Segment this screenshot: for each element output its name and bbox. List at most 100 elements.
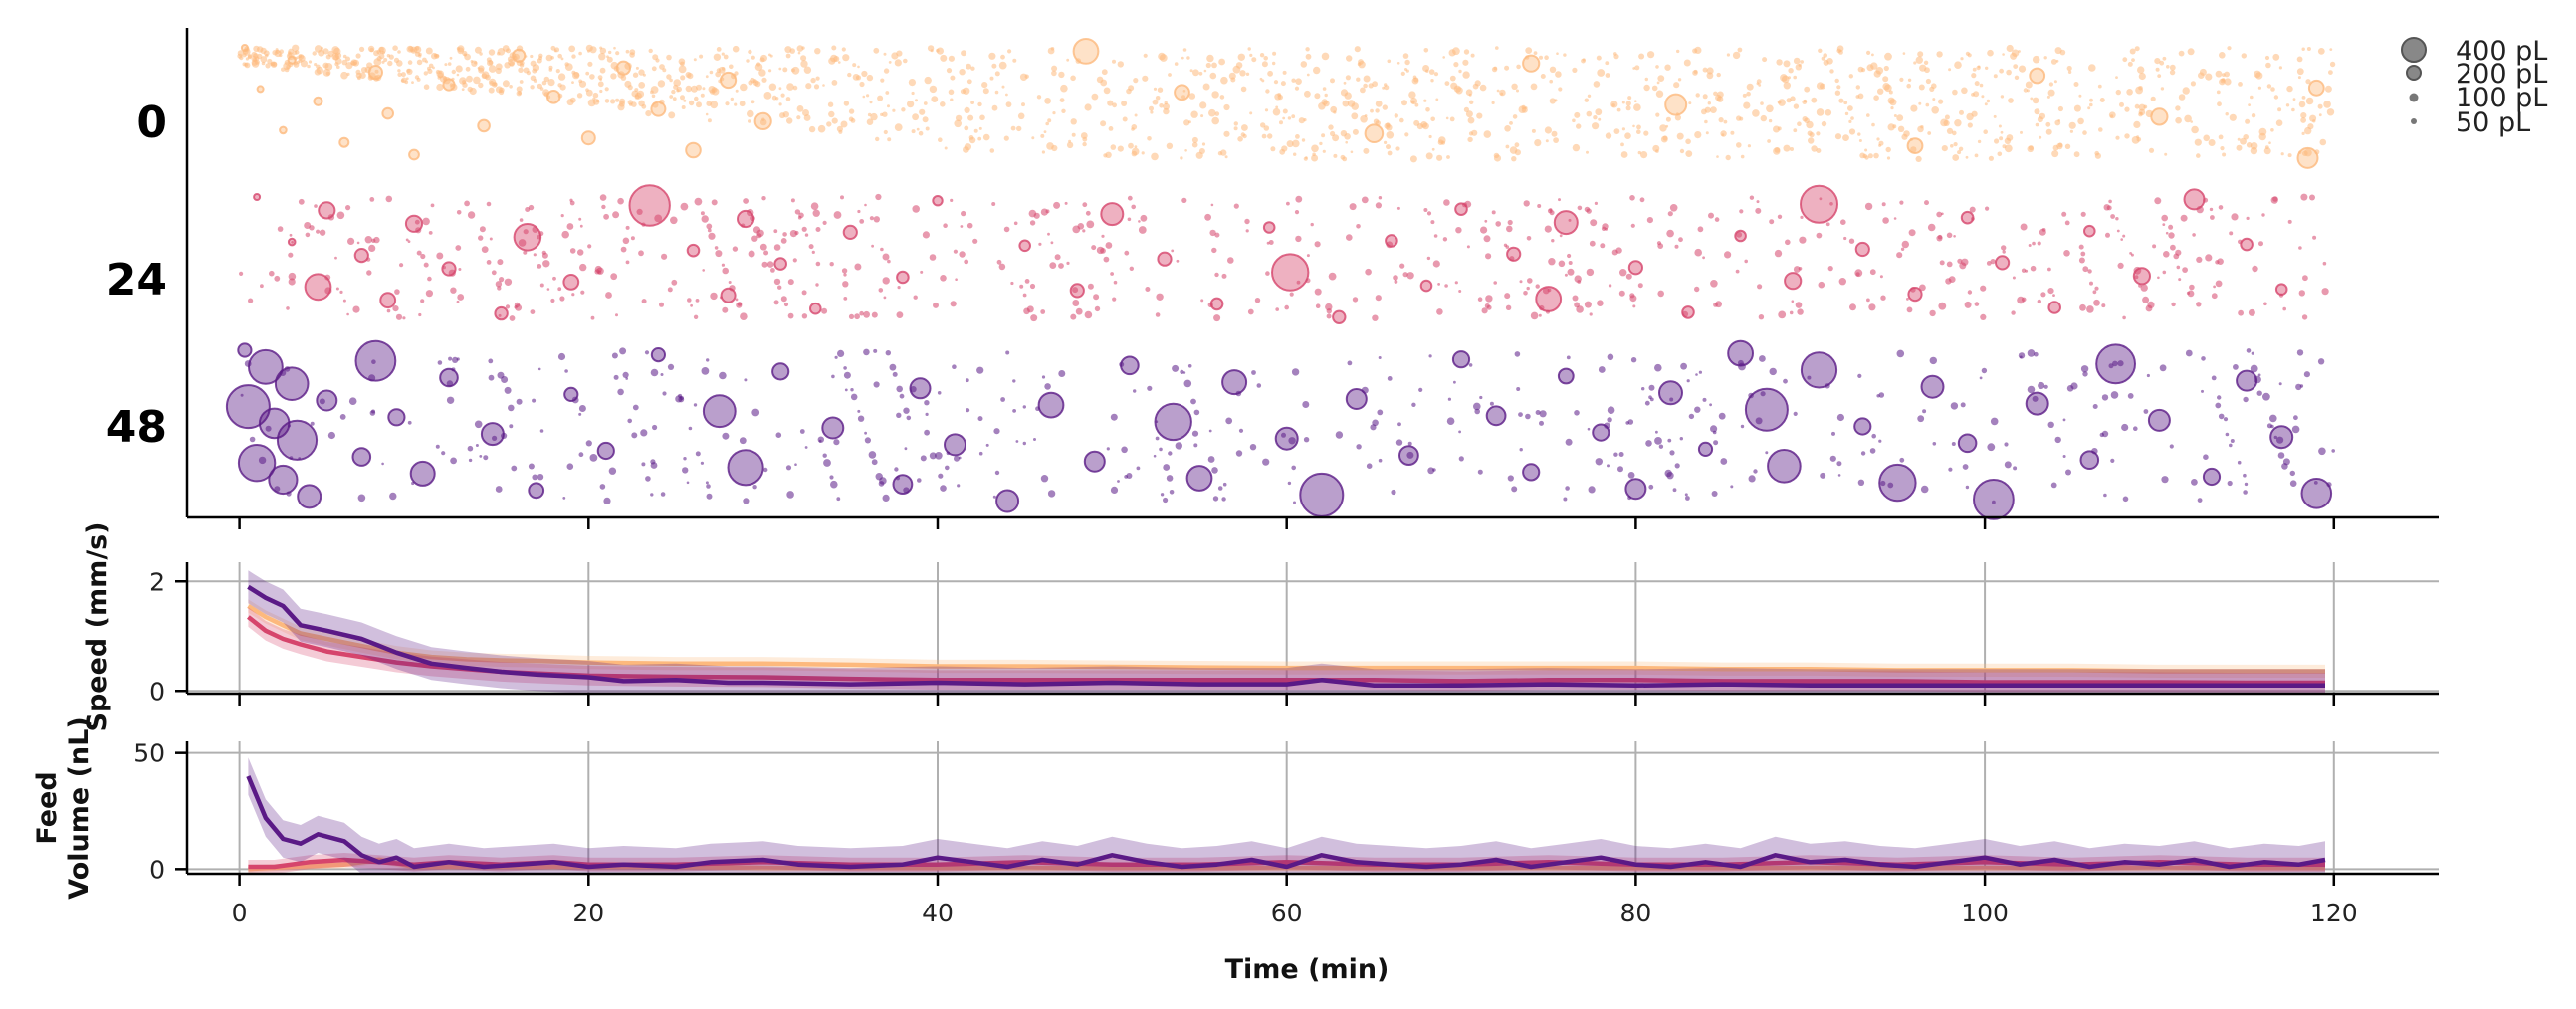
event-dot — [1857, 479, 1865, 486]
event-dot — [638, 69, 645, 76]
event-dot — [2012, 276, 2016, 280]
event-dot — [396, 60, 403, 67]
event-dot — [1694, 286, 1700, 293]
event-dot — [2321, 288, 2329, 296]
event-dot — [1211, 467, 1218, 474]
event-dot — [1848, 74, 1854, 79]
event-dot — [499, 277, 505, 283]
event-dot — [638, 82, 646, 89]
event-dot — [973, 128, 978, 133]
event-dot — [1072, 287, 1079, 294]
event-dot — [2146, 373, 2150, 378]
event-dot — [823, 459, 831, 467]
event-dot — [2211, 375, 2217, 381]
event-dot — [873, 216, 880, 223]
event-dot — [2169, 64, 2176, 71]
event-dot — [479, 226, 486, 233]
event-dot — [922, 116, 929, 123]
event-dot — [1291, 465, 1296, 471]
event-dot — [309, 225, 315, 231]
event-dot — [2289, 480, 2297, 488]
event-dot — [1836, 45, 1844, 52]
event-dot — [706, 358, 710, 362]
event-dot — [592, 99, 600, 105]
event-dot — [723, 54, 729, 60]
event-dot — [777, 285, 782, 290]
event-dot — [2052, 144, 2059, 151]
event-dot — [336, 211, 345, 220]
event-dot — [446, 396, 455, 404]
event-dot — [891, 52, 899, 60]
event-dot — [392, 45, 398, 51]
event-dot — [740, 312, 748, 321]
event-dot — [2268, 141, 2271, 144]
event-dot — [1156, 293, 1164, 301]
speed-band-24 — [248, 607, 2326, 693]
event-dot — [1000, 397, 1005, 402]
event-dot — [756, 233, 762, 239]
event-dot — [578, 80, 587, 88]
event-dot — [483, 455, 489, 461]
event-dot — [310, 421, 315, 426]
event-dot — [1468, 363, 1473, 367]
event-dot — [1850, 116, 1854, 120]
event-dot — [1530, 83, 1538, 91]
event-dot — [1399, 263, 1405, 269]
event-dot — [1972, 67, 1977, 72]
event-dot — [938, 473, 944, 479]
event-dot — [883, 52, 887, 56]
event-dot — [1408, 91, 1416, 99]
feeding-event-24 — [1535, 286, 1563, 312]
event-dot — [2215, 280, 2223, 288]
event-dot — [1200, 299, 1204, 303]
event-dot — [695, 451, 701, 457]
event-dot — [1607, 417, 1612, 423]
event-dot — [526, 71, 532, 76]
feeding-event-48 — [276, 419, 319, 461]
feeding-event-24 — [318, 201, 336, 220]
event-dot — [1198, 71, 1203, 76]
event-dot — [1595, 108, 1603, 116]
event-dot — [1694, 248, 1702, 257]
event-dot — [1463, 49, 1470, 55]
event-dot — [878, 288, 884, 293]
event-dot — [702, 269, 705, 272]
event-dot — [1932, 98, 1936, 101]
feeding-event-48 — [1120, 355, 1140, 376]
event-dot — [977, 416, 983, 422]
event-dot — [866, 118, 874, 125]
event-dot — [2097, 84, 2102, 89]
feeding-event-48 — [387, 408, 406, 427]
event-dot — [1840, 219, 1846, 225]
event-dot — [1918, 101, 1922, 105]
event-dot — [1877, 88, 1884, 95]
event-dot — [1128, 85, 1135, 92]
event-dot — [1627, 96, 1632, 101]
event-dot — [1960, 57, 1964, 61]
event-dot — [1112, 297, 1117, 302]
event-dot — [2045, 128, 2052, 135]
event-dot — [1793, 411, 1798, 416]
event-dot — [427, 276, 432, 282]
event-dot — [2205, 254, 2213, 262]
event-dot — [2010, 52, 2018, 60]
event-dot — [414, 219, 420, 225]
feeding-event-0 — [580, 130, 596, 146]
feeding-event-24 — [441, 261, 457, 277]
event-dot — [1736, 231, 1743, 238]
event-dot — [1233, 203, 1239, 209]
event-dot — [374, 69, 379, 74]
event-dot — [2222, 73, 2226, 77]
event-dot — [2302, 150, 2308, 156]
event-dot — [1183, 379, 1192, 388]
event-dot — [481, 73, 488, 79]
event-dot — [504, 278, 513, 286]
feeding-event-48 — [274, 366, 310, 402]
event-dot — [1479, 395, 1483, 400]
event-dot — [800, 60, 808, 68]
event-dot — [1525, 47, 1533, 54]
event-dot — [1648, 395, 1652, 400]
event-dot — [1328, 272, 1337, 281]
event-dot — [693, 314, 699, 319]
event-dot — [1200, 114, 1204, 118]
